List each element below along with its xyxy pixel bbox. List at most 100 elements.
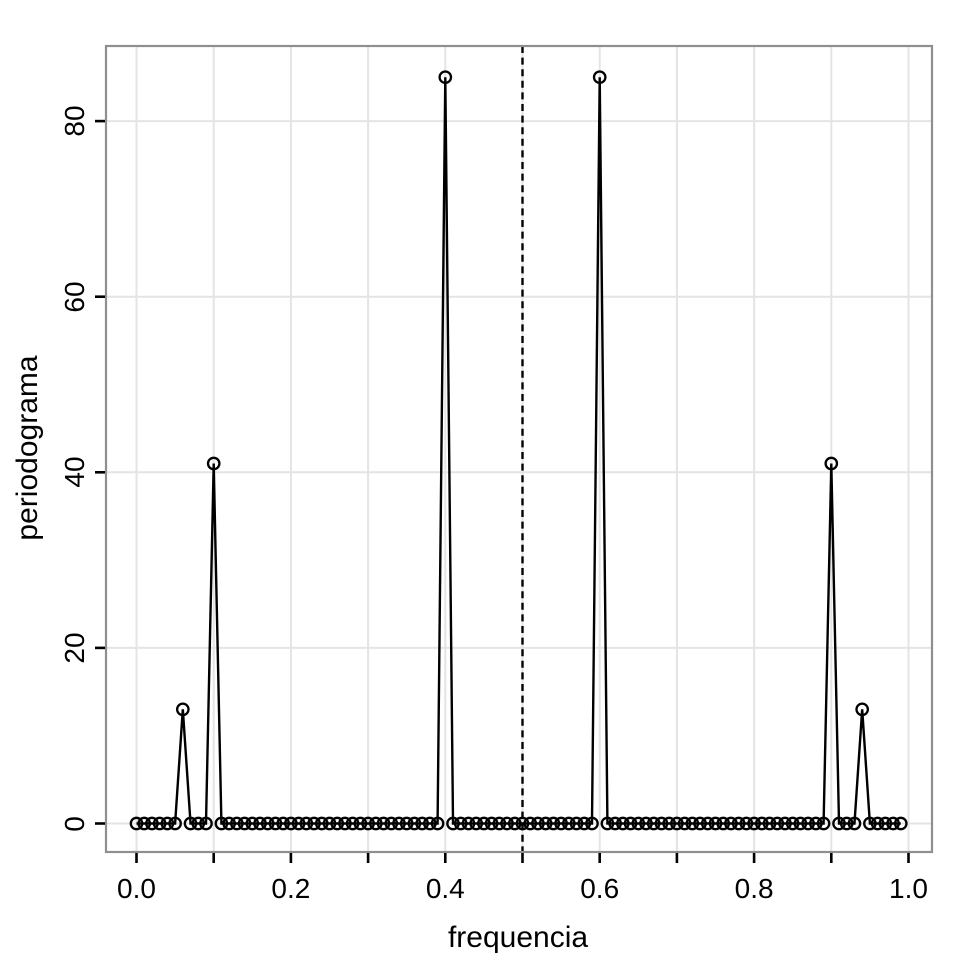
data-point-marker	[500, 816, 514, 831]
data-point-marker	[739, 816, 754, 831]
y-tick-label: 80	[59, 105, 90, 137]
data-point-marker	[268, 816, 283, 831]
data-point-marker	[515, 816, 530, 831]
data-point-marker	[438, 70, 453, 85]
x-axis-title: frequencia	[447, 921, 589, 954]
data-point-marker	[523, 816, 538, 831]
data-point-marker	[554, 816, 568, 831]
data-point-marker	[893, 816, 908, 831]
data-point-marker	[639, 816, 653, 831]
data-point-marker	[832, 816, 846, 831]
data-point-marker	[839, 816, 854, 831]
data-point-marker	[824, 456, 839, 471]
data-point-marker	[878, 816, 893, 831]
data-point-marker	[376, 816, 391, 831]
data-point-marker	[199, 816, 213, 831]
data-point-marker	[345, 816, 360, 831]
data-point-marker	[384, 816, 399, 831]
data-point-marker	[585, 816, 599, 831]
data-point-marker	[206, 456, 221, 471]
data-point-marker	[260, 816, 275, 831]
data-point-marker	[700, 816, 715, 831]
data-point-marker	[623, 816, 638, 831]
x-tick-label: 0.4	[425, 873, 465, 904]
data-point-marker	[855, 702, 870, 717]
data-point-marker	[762, 816, 777, 831]
data-point-marker	[191, 816, 206, 831]
data-point-marker	[870, 816, 885, 831]
data-point-marker	[662, 816, 677, 831]
data-point-marker	[230, 816, 244, 831]
x-tick-label: 0.6	[580, 873, 620, 904]
data-point-marker	[245, 816, 260, 831]
data-point-marker	[809, 816, 823, 831]
data-point-marker	[307, 816, 321, 831]
x-tick-label: 0.8	[734, 873, 774, 904]
data-point-marker	[747, 816, 761, 831]
data-point-marker	[322, 816, 337, 831]
data-point-marker	[886, 816, 900, 831]
data-point-marker	[569, 816, 584, 831]
data-point-marker	[160, 816, 175, 831]
data-point-marker	[299, 816, 314, 831]
data-point-marker	[361, 816, 375, 831]
data-point-marker	[778, 816, 792, 831]
data-point-marker	[724, 816, 738, 831]
data-point-marker	[577, 816, 592, 831]
data-point-marker	[863, 816, 877, 831]
data-point-marker	[592, 70, 607, 85]
data-point-marker	[453, 816, 468, 831]
periodogram-line	[136, 77, 901, 825]
data-point-marker	[415, 816, 429, 831]
data-point-marker	[392, 816, 406, 831]
data-point-marker	[284, 816, 298, 831]
data-point-marker	[353, 816, 368, 831]
data-point-marker	[801, 816, 815, 831]
panel-border	[104, 44, 934, 854]
data-point-marker	[137, 816, 152, 831]
data-point-marker	[477, 816, 491, 831]
data-point-marker	[654, 816, 669, 831]
data-point-marker	[330, 816, 345, 831]
y-tick-label: 0	[59, 815, 90, 832]
data-point-marker	[214, 816, 229, 831]
y-axis-title: periodograma	[11, 355, 44, 541]
data-point-marker	[847, 816, 862, 831]
y-tick-label: 60	[59, 281, 90, 313]
data-point-marker	[546, 816, 561, 831]
data-point-marker	[461, 816, 476, 831]
data-point-marker	[731, 816, 746, 831]
data-point-marker	[446, 816, 460, 831]
data-point-marker	[631, 816, 646, 831]
data-point-marker	[693, 816, 707, 831]
data-point-marker	[291, 816, 306, 831]
data-point-marker	[399, 816, 414, 831]
data-point-marker	[129, 816, 144, 831]
data-point-marker	[423, 816, 437, 831]
data-point-marker	[183, 816, 198, 831]
data-point-marker	[276, 816, 291, 831]
data-point-marker	[152, 816, 167, 831]
y-tick-label: 40	[59, 456, 90, 488]
data-point-marker	[368, 816, 383, 831]
data-point-marker	[677, 816, 692, 831]
data-point-marker	[253, 816, 267, 831]
data-point-marker	[670, 816, 684, 831]
y-tick-label: 20	[59, 632, 90, 664]
data-point-marker	[430, 816, 445, 831]
data-point-marker	[616, 816, 630, 831]
data-point-marker	[507, 816, 522, 831]
data-point-marker	[175, 702, 190, 717]
x-tick-label: 0.0	[117, 873, 156, 904]
data-point-marker	[531, 816, 545, 831]
data-point-marker	[716, 816, 731, 831]
x-tick-label: 1.0	[889, 873, 928, 904]
data-point-marker	[538, 816, 553, 831]
data-point-marker	[685, 816, 700, 831]
data-point-marker	[469, 816, 484, 831]
data-point-marker	[561, 816, 576, 831]
data-point-marker	[492, 816, 507, 831]
data-point-marker	[785, 816, 800, 831]
